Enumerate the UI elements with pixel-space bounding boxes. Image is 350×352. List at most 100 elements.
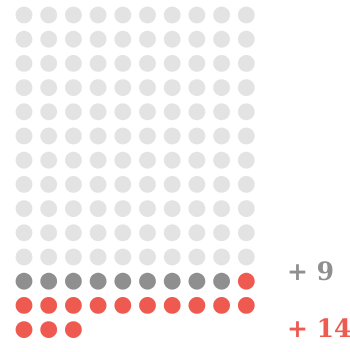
red-dot <box>213 297 231 314</box>
base-dot <box>40 55 58 72</box>
base-dot <box>139 55 156 72</box>
base-dot <box>237 224 255 242</box>
base-dot <box>114 103 132 121</box>
base-dot <box>15 127 33 145</box>
red-dot <box>40 321 58 338</box>
base-dot <box>89 55 107 72</box>
base-dot <box>188 103 206 121</box>
base-dot <box>163 176 181 193</box>
gray-dot <box>40 272 58 290</box>
base-dot <box>114 151 132 169</box>
base-dot <box>213 103 231 121</box>
base-dot <box>40 151 58 169</box>
base-dot <box>40 79 58 96</box>
base-dot <box>89 30 107 48</box>
base-dot <box>40 6 58 24</box>
red-dot <box>65 321 82 338</box>
base-dot <box>237 127 255 145</box>
base-dot <box>188 200 206 218</box>
base-dot <box>114 79 132 96</box>
base-dot <box>139 200 156 218</box>
base-dot <box>114 224 132 242</box>
base-dot <box>139 30 156 48</box>
base-dot <box>15 248 33 266</box>
base-dot <box>114 55 132 72</box>
base-dot <box>89 224 107 242</box>
gray-dot <box>89 272 107 290</box>
base-dot <box>188 30 206 48</box>
base-dot <box>139 224 156 242</box>
base-dot <box>15 55 33 72</box>
base-dot <box>15 200 33 218</box>
base-dot <box>163 127 181 145</box>
red-dot <box>139 297 156 314</box>
base-dot <box>188 127 206 145</box>
base-dot <box>65 200 82 218</box>
base-dot <box>65 151 82 169</box>
base-dot <box>15 79 33 96</box>
base-dot <box>89 248 107 266</box>
base-dot <box>89 176 107 193</box>
base-dot <box>65 224 82 242</box>
base-dot <box>15 6 33 24</box>
base-dot <box>213 127 231 145</box>
base-dot <box>65 79 82 96</box>
red-dot <box>237 297 255 314</box>
gray-dot <box>163 272 181 290</box>
base-dot <box>139 6 156 24</box>
base-dot <box>237 248 255 266</box>
base-dot <box>15 103 33 121</box>
base-dot <box>237 6 255 24</box>
red-dot <box>40 297 58 314</box>
base-dot <box>213 55 231 72</box>
base-dot <box>163 6 181 24</box>
base-dot <box>139 103 156 121</box>
red-dot <box>65 297 82 314</box>
base-dot <box>114 248 132 266</box>
base-dot <box>89 6 107 24</box>
red-dot <box>89 297 107 314</box>
base-dot <box>89 79 107 96</box>
base-dot <box>15 224 33 242</box>
base-dot <box>213 224 231 242</box>
base-dot <box>163 103 181 121</box>
base-dot <box>114 200 132 218</box>
base-dot <box>213 79 231 96</box>
red-dot <box>15 321 33 338</box>
base-dot <box>15 151 33 169</box>
base-dot <box>237 55 255 72</box>
base-dot <box>163 30 181 48</box>
base-dot <box>163 151 181 169</box>
base-dot <box>89 103 107 121</box>
base-dot <box>213 30 231 48</box>
base-dot <box>139 127 156 145</box>
gray-dot <box>114 272 132 290</box>
base-dot <box>15 30 33 48</box>
base-dot <box>114 176 132 193</box>
base-dot <box>188 79 206 96</box>
base-dot <box>213 248 231 266</box>
base-dot <box>188 151 206 169</box>
red-group-label: + 14 <box>287 314 350 343</box>
gray-dot <box>213 272 231 290</box>
red-dot <box>15 297 33 314</box>
base-dot <box>163 248 181 266</box>
base-dot <box>65 176 82 193</box>
base-dot <box>114 127 132 145</box>
base-dot <box>65 103 82 121</box>
base-dot <box>40 224 58 242</box>
gray-group-label: + 9 <box>287 257 334 286</box>
base-dot <box>188 55 206 72</box>
base-dot <box>163 224 181 242</box>
base-dot <box>237 79 255 96</box>
base-dot <box>114 30 132 48</box>
base-dot <box>40 176 58 193</box>
base-dot <box>213 151 231 169</box>
base-dot <box>15 176 33 193</box>
base-dot <box>139 248 156 266</box>
base-dot <box>237 151 255 169</box>
base-dot <box>65 6 82 24</box>
red-dot <box>188 297 206 314</box>
base-dot <box>213 176 231 193</box>
